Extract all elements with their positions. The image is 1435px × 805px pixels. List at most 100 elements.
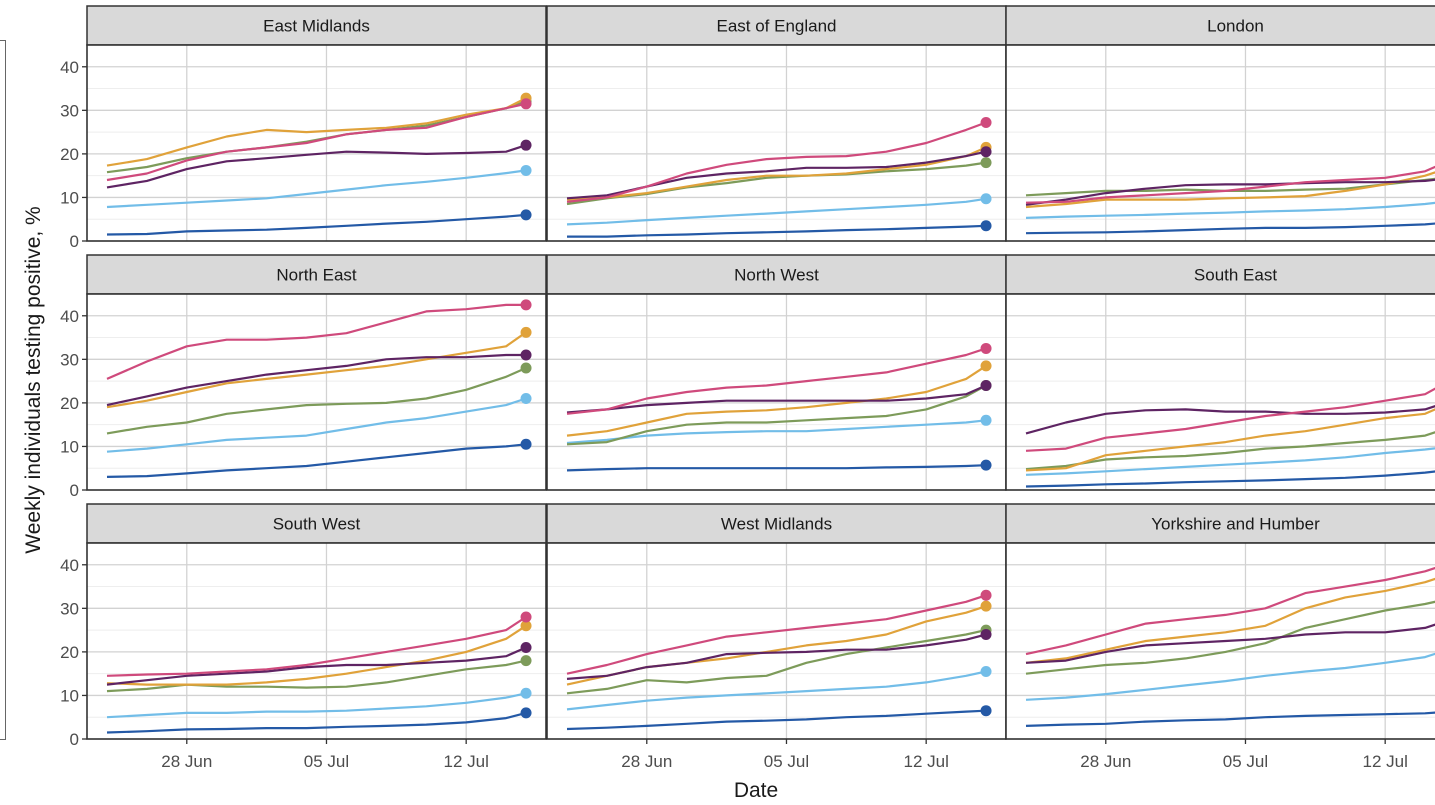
x-tick-label: 05 Jul [1223,752,1268,771]
series-line [566,594,987,675]
series-endpoint [980,193,992,205]
y-tick-label: 30 [60,350,79,369]
panel: Yorkshire and Humber 28 Jun 05 Jul 12 Jul [1005,503,1435,771]
y-tick-label: 30 [60,101,79,120]
series-endpoint [520,707,532,719]
y-tick-label: 10 [60,188,79,207]
strip-background [1005,5,1435,46]
x-tick-label: 12 Jul [443,752,488,771]
series-line [106,443,527,478]
panel: South East [1005,254,1435,491]
series-endpoint [980,342,992,354]
legend-frame-cutoff [0,40,6,740]
panel-frame [86,44,547,242]
plot-area [1006,45,1435,241]
series-line [106,213,527,236]
series-endpoint [980,600,992,612]
y-tick-label: 40 [60,556,79,575]
panel-title: West Midlands [721,515,832,534]
series-endpoint [980,589,992,601]
series-line [1025,577,1435,664]
panel: West Midlands 28 Jun 05 Jul 12 Jul [546,503,1007,771]
panel-title: North West [734,266,819,285]
panel: South West 0 10 20 30 40 28 Jun 05 Jul 12 Jul [60,503,547,771]
y-tick-label: 30 [60,599,79,618]
y-tick-label: 40 [60,58,79,77]
plot-area [547,294,1006,490]
x-tick-label: 05 Jul [764,752,809,771]
series-line [566,146,987,201]
series-endpoint [520,655,532,667]
x-axis-title: Date [734,779,778,802]
series-line [106,616,527,677]
series-line [106,397,527,453]
series-line [106,169,527,209]
panel-title: South West [273,515,361,534]
series-line [106,646,527,686]
panel-title: South East [1194,266,1277,285]
series-line [566,384,987,414]
strip-background [1005,254,1435,295]
series-line [106,331,527,409]
y-tick-label: 40 [60,307,79,326]
x-tick-label: 28 Jun [621,752,672,771]
series-endpoint [520,362,532,374]
series-endpoint [520,209,532,221]
series-endpoint [520,620,532,632]
series-endpoint [980,414,992,426]
series-endpoint [520,687,532,699]
x-tick-label: 12 Jul [1362,752,1407,771]
series-line [566,670,987,711]
series-line [1025,652,1435,701]
series-endpoint [980,379,992,391]
series-line [106,692,527,719]
y-axis-title: Weekly individuals testing positive, % [22,206,45,553]
series-line [1025,566,1435,656]
series-line [566,464,987,472]
panel: North West [546,254,1007,491]
x-tick-label: 05 Jul [304,752,349,771]
series-endpoint [980,705,992,717]
series-endpoint [520,326,532,338]
x-tick-label: 28 Jun [161,752,212,771]
series-line [106,711,527,734]
series-line [106,353,526,407]
series-line [106,366,527,435]
series-line [566,197,987,226]
series-line [566,709,987,731]
series-line [106,144,527,189]
series-endpoint [520,642,532,654]
series-line [566,384,987,446]
series-endpoint [520,164,532,176]
series-line [1025,447,1435,476]
y-tick-label: 0 [70,232,79,251]
plot-area [87,543,546,739]
series-line [566,633,987,680]
series-endpoint [520,98,532,110]
series-endpoint [520,299,532,311]
series-line [1025,178,1435,206]
panel-frame [86,293,547,491]
strip-background [86,503,547,544]
strip-background [1005,503,1435,544]
plot-area [87,294,546,490]
panel: East Midlands 0 10 20 30 40 [60,5,547,251]
plot-area [547,45,1006,241]
y-tick-label: 10 [60,437,79,456]
panel-title: East of England [716,17,836,36]
series-line [1025,201,1435,219]
series-endpoint [980,157,992,169]
series-line [1025,711,1435,727]
plot-area [87,45,546,241]
series-endpoint [980,665,992,677]
y-tick-label: 0 [70,481,79,500]
series-line [566,364,987,437]
series-endpoint [980,459,992,471]
series-endpoint [980,628,992,640]
series-line [1025,623,1435,664]
panel-title: Yorkshire and Humber [1151,515,1320,534]
panel: London [1005,5,1435,242]
panel-title: London [1207,17,1264,36]
plot-area [1006,294,1435,490]
